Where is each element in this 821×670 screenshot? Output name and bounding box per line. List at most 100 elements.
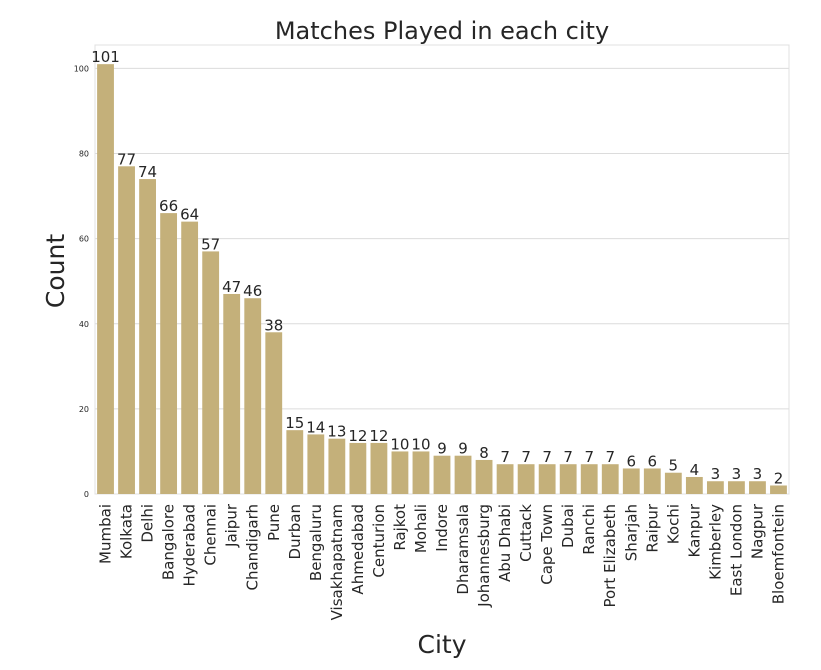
x-tick-label: Pune [265,504,283,541]
gridlines [95,67,789,495]
bar-value-label: 14 [306,418,325,436]
bar-value-label: 12 [348,427,367,445]
bar-value-label: 5 [669,457,679,475]
x-tick-label: Nagpur [748,503,766,559]
x-axis-ticks: Mumbai Kolkata Delhi Bangalore Hyderabad Chen… [97,503,788,620]
bar [454,455,472,494]
bars [97,64,787,495]
bar-value-label: 2 [774,469,784,487]
plot-frame [94,44,790,495]
bar-value-label: 3 [732,465,742,483]
bar-value-label: 7 [542,448,552,466]
y-tick-label: 20 [79,405,89,414]
y-tick-label: 40 [79,320,89,329]
bar-value-label: 74 [138,163,157,181]
bar [412,451,430,494]
bar [391,451,409,494]
bar-value-label: 7 [521,448,531,466]
x-tick-label: Dubai [559,504,577,548]
bar [664,472,682,494]
y-axis-label: Count [41,234,70,308]
bar-value-label: 38 [264,316,283,334]
bar [181,221,199,494]
x-tick-label: Kochi [664,504,682,544]
bar-value-label: 66 [159,197,178,215]
bar [160,213,178,494]
bar-value-label: 77 [117,150,136,168]
bar-value-label: 6 [648,452,658,470]
y-tick-label: 60 [79,235,89,244]
bar-value-label: 57 [201,235,220,253]
bar [580,464,598,494]
bar [139,179,156,494]
x-tick-label: Chennai [202,504,220,566]
bar-value-label: 9 [458,440,468,458]
bar-value-label: 3 [753,465,763,483]
bar-value-label: 47 [222,278,241,296]
bar [118,166,135,495]
x-tick-label: Kimberley [706,504,724,580]
bar [307,434,325,494]
x-tick-label: Cuttack [517,504,535,562]
y-tick-label: 0 [84,490,89,499]
bar-value-label: 101 [91,48,120,66]
chart-title: Matches Played in each city [275,17,609,45]
bar [97,64,114,494]
x-tick-label: Kanpur [685,503,703,557]
bar [349,442,367,494]
bar [685,476,703,494]
x-tick-label: Delhi [139,504,157,543]
x-tick-label: Durban [286,504,304,559]
bar [559,464,577,494]
x-tick-label: Centurion [370,504,388,578]
bar-value-label: 13 [327,423,346,441]
bar [475,459,493,494]
x-tick-label: Mumbai [97,504,115,564]
bar-value-label: 10 [411,435,430,453]
x-tick-label: Ranchi [580,504,598,555]
bar [643,468,661,494]
bar-value-label: 6 [626,452,636,470]
bar-value-label: 7 [563,448,573,466]
bar [286,430,304,494]
x-tick-label: Raipur [643,503,661,552]
x-tick-label: Indore [433,504,451,552]
bar [749,481,766,494]
bar [601,464,619,494]
bar-value-label: 9 [437,440,447,458]
bar-value-label: 3 [711,465,721,483]
bar [202,251,220,494]
bar [223,293,241,494]
x-tick-label: Hyderabad [181,504,199,587]
bar [265,332,283,494]
x-tick-label: Jaipur [223,503,241,548]
bar-value-label: 10 [390,435,409,453]
bar-value-label: 12 [369,427,388,445]
bar-value-label: 4 [690,461,700,479]
bar-value-label: 7 [605,448,615,466]
x-tick-label: Dharamsala [454,504,472,595]
x-tick-label: Cape Town [538,504,556,585]
y-tick-label: 100 [74,64,89,73]
y-axis-ticks: 0 20 40 60 80 100 [74,64,89,499]
y-tick-label: 80 [79,150,89,159]
x-tick-label: Sharjah [622,504,640,561]
x-tick-label: Visakhapatnam [328,504,346,620]
bar [496,464,514,494]
bar [244,298,262,494]
bar [770,485,787,494]
bar [370,442,388,494]
x-tick-label: Port Elizabeth [601,504,619,608]
bar [728,481,745,494]
bar-value-label: 7 [584,448,594,466]
bar-value-label: 8 [479,444,489,462]
x-tick-label: Mohali [412,504,430,553]
bar [622,468,640,494]
x-tick-label: Rajkot [391,504,409,551]
bar [517,464,535,494]
x-tick-label: Abu Dhabi [496,504,514,582]
x-tick-label: Bloemfontein [769,504,787,604]
